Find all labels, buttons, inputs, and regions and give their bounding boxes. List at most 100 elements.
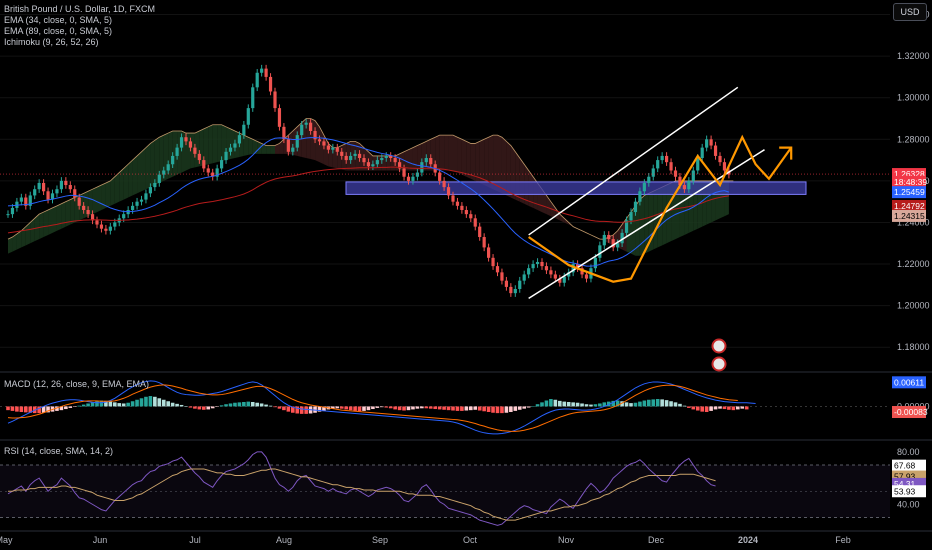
candle-body (673, 170, 678, 177)
candle-body (313, 130, 317, 140)
pattern-path (528, 134, 793, 283)
candle-body (718, 155, 722, 163)
candle-body (135, 201, 139, 206)
candle-body (682, 185, 686, 190)
currency-button[interactable]: USD (893, 3, 927, 21)
macd-histogram-bar (108, 401, 113, 407)
candle-body (357, 153, 362, 159)
macd-histogram-bar (660, 399, 664, 407)
cloud-segment (141, 147, 146, 192)
macd-histogram-bar (664, 400, 669, 407)
candle-body (527, 268, 531, 275)
cloud-segment (493, 135, 498, 192)
macd-histogram-bar (402, 406, 406, 411)
macd-histogram-bar (286, 406, 291, 412)
candle-body (202, 160, 206, 169)
candle-body (647, 176, 651, 183)
cloud-segment (261, 143, 267, 154)
macd-histogram-bar (397, 406, 402, 411)
y-tick-label: 1.24000 (897, 217, 930, 227)
candle-body (68, 185, 72, 190)
macd-histogram-bar (428, 406, 433, 409)
macd-histogram-bar (250, 401, 255, 407)
candle-body (246, 108, 250, 125)
price-label: 1.26328 (894, 169, 925, 179)
cloud-segment (114, 172, 120, 204)
macd-histogram-bar (718, 406, 722, 409)
cloud-segment (475, 141, 480, 183)
candle-body (335, 147, 339, 152)
cloud-segment (412, 145, 418, 171)
candle-body (220, 160, 224, 169)
candle-body (584, 274, 589, 279)
macd-histogram-bar (322, 406, 326, 411)
cloud-segment (635, 199, 640, 256)
y-tick-label: 1.32000 (897, 51, 930, 61)
x-tick-label: May (0, 535, 13, 545)
x-tick-label: 2024 (738, 535, 758, 545)
x-tick-label: Jun (93, 535, 108, 545)
macd-histogram-bar (19, 406, 24, 413)
macd-histogram-bar (558, 400, 562, 407)
cloud-segment (355, 141, 360, 171)
macd-histogram-bar (15, 406, 19, 412)
cloud-segment (21, 226, 26, 248)
candle-body (73, 189, 77, 198)
candle-body (709, 139, 713, 146)
cloud-segment (137, 151, 142, 194)
macd-signal-line (7, 384, 738, 432)
candle-body (326, 145, 330, 150)
cloud-segment (457, 137, 462, 175)
macd-label-bg (892, 376, 926, 389)
cloud-segment (350, 141, 356, 171)
macd-histogram-bar (669, 401, 673, 407)
cloud-segment (501, 137, 507, 196)
macd-histogram-bar (375, 406, 380, 408)
y-tick-label: 1.20000 (897, 301, 930, 311)
rsi-label: 54.31 (894, 479, 916, 489)
cloud-segment (145, 143, 151, 190)
candle-body (37, 182, 41, 190)
cloud-segment (275, 143, 280, 154)
macd-histogram-bar (264, 404, 268, 407)
candle-body (607, 234, 611, 240)
macd-histogram-bar (348, 406, 353, 411)
x-tick-label: Oct (463, 535, 478, 545)
macd-histogram-bar (339, 406, 344, 409)
cloud-segment (639, 195, 645, 256)
candle-body (598, 245, 602, 258)
candle-body (193, 147, 197, 154)
macd-histogram-bar (736, 406, 740, 410)
candle-body (228, 147, 233, 152)
macd-label-bg (892, 406, 926, 419)
cloud-segment (497, 135, 502, 194)
macd-histogram-bar (393, 406, 397, 410)
x-tick-label: Aug (276, 535, 292, 545)
candle-body (420, 162, 424, 173)
macd-histogram-bar (571, 402, 575, 407)
macd-histogram-bar (424, 406, 429, 409)
candle-body (500, 272, 504, 281)
candle-body (233, 143, 237, 148)
cloud-segment (52, 205, 57, 233)
macd-histogram-bar (540, 402, 544, 407)
macd-histogram-bar (700, 406, 704, 412)
x-tick-label: Feb (835, 535, 851, 545)
macd-histogram-bar (415, 406, 420, 409)
macd-histogram-bar (139, 398, 144, 407)
candle-body (535, 261, 540, 265)
channel-upper-line (528, 86, 739, 236)
candle-body (713, 145, 718, 156)
candle-body (211, 172, 215, 177)
candle-body (322, 141, 326, 146)
candle-body (638, 191, 642, 202)
macd-histogram-bar (366, 406, 371, 411)
cloud-segment (319, 126, 324, 165)
candle-body (366, 162, 371, 167)
macd-histogram-bar (638, 401, 642, 407)
candle-body (415, 172, 419, 177)
macd-histogram-bar (682, 405, 687, 407)
macd-histogram-bar (562, 401, 567, 407)
macd-histogram-bar (411, 406, 415, 410)
